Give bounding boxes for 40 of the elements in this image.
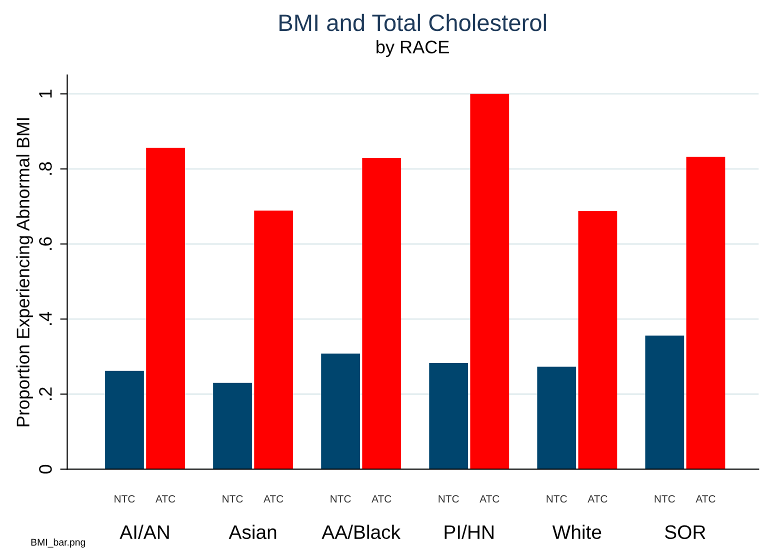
bar [146,148,185,470]
text: NTC [654,495,675,503]
y-tick-label: .4 [39,312,52,325]
text: NTC [222,495,243,503]
x-tick-label: PI/HN [444,524,494,540]
y-tick-label: 1 [39,90,52,98]
text: ATC [480,495,500,503]
text: ATC [696,495,716,503]
y-axis-title: Proportion Experiencing Abnormal BMI [16,118,34,426]
chart-title: BMI and Total Cholesterol [280,14,546,32]
y-tick-label: .8 [39,162,52,175]
y-tick-label: .2 [39,388,52,400]
bar [321,354,360,470]
text: ATC [588,495,608,503]
text: BMI_bar.png [31,538,86,548]
bar [537,366,576,470]
x-tick-label: AA/Black [322,524,401,540]
bar [470,94,510,470]
bar [213,382,252,470]
x-tick-label: White [552,524,602,540]
bar [362,158,402,470]
text: NTC [114,495,135,503]
bar [254,210,294,470]
x-tick-label: SOR [665,525,706,540]
bar [686,156,726,470]
x-tick-label: AI/AN [120,524,169,540]
text: NTC [546,495,567,503]
text: ATC [156,495,176,503]
y-tick-label: .6 [39,237,52,250]
y-tick-label: 0 [39,464,52,474]
text: ATC [372,495,392,503]
bar [578,210,618,470]
bar [429,362,468,470]
text: ATC [264,495,284,503]
bar [105,370,144,470]
chart-subtitle: by RACE [376,40,449,57]
bar [645,336,684,470]
x-tick-label: Asian [228,524,276,540]
text: NTC [330,495,351,503]
text: NTC [438,495,459,503]
